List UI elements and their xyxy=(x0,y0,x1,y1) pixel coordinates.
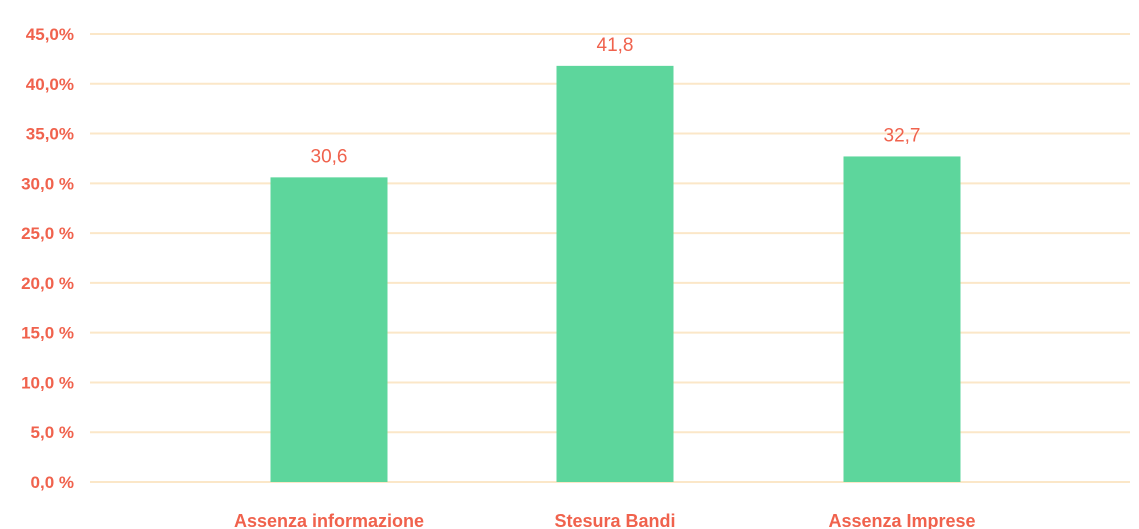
bar xyxy=(844,156,961,482)
data-label: 32,7 xyxy=(884,125,921,146)
y-axis: 0,0 % 5,0 % 10,0 % 15,0 % 20,0 % 25,0 % 30,0 %… xyxy=(21,25,74,492)
bar xyxy=(271,177,388,482)
y-tick-label: 15,0 % xyxy=(21,324,74,343)
y-tick-label: 5,0 % xyxy=(31,423,74,442)
x-axis: Assenza informazione Stesura Bandi Assenza… xyxy=(234,511,976,529)
y-tick-label: 40,0% xyxy=(26,75,74,94)
x-tick-label: Assenza informazione xyxy=(234,511,424,529)
y-tick-label: 10,0 % xyxy=(21,373,74,392)
x-tick-label: Stesura Bandi xyxy=(554,511,675,529)
y-tick-label: 0,0 % xyxy=(31,473,74,492)
y-tick-label: 35,0% xyxy=(26,125,74,144)
bars xyxy=(271,66,961,482)
bar xyxy=(557,66,674,482)
y-tick-label: 30,0 % xyxy=(21,174,74,193)
y-tick-label: 20,0 % xyxy=(21,274,74,293)
data-label: 41,8 xyxy=(597,35,634,56)
y-tick-label: 45,0% xyxy=(26,25,74,44)
y-tick-label: 25,0 % xyxy=(21,224,74,243)
data-label: 30,6 xyxy=(311,146,348,167)
x-tick-label: Assenza Imprese xyxy=(828,511,975,529)
